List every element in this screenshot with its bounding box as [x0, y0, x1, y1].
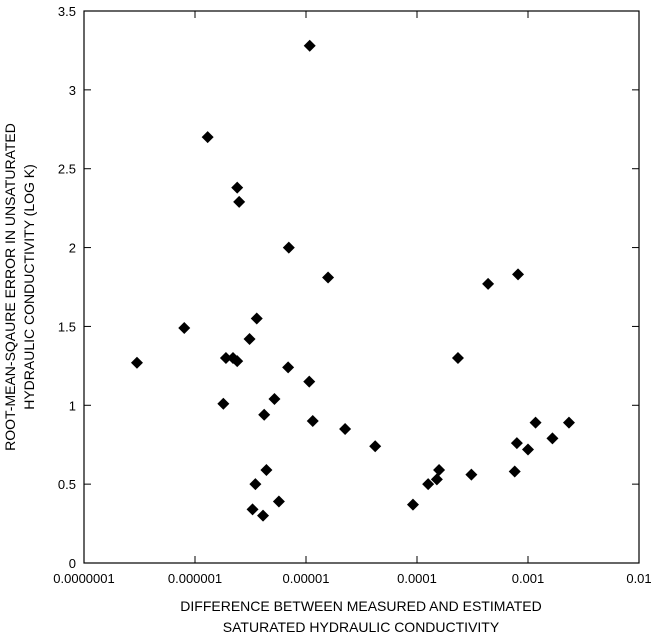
- x-axis-title-line-2: SATURATED HYDRAULIC CONDUCTIVITY: [223, 619, 500, 635]
- data-point-diamond: [510, 437, 523, 450]
- data-point-diamond: [258, 408, 271, 421]
- x-axis-title-line-1: DIFFERENCE BETWEEN MEASURED AND ESTIMATE…: [180, 598, 541, 614]
- data-point-diamond: [508, 465, 521, 478]
- data-point-diamond: [260, 463, 273, 476]
- data-point-diamond: [322, 271, 335, 284]
- y-tick-label: 2.5: [58, 162, 76, 177]
- data-point-diamond: [249, 478, 262, 491]
- data-point-diamond: [430, 473, 443, 486]
- x-tick-label: 0.000001: [168, 571, 222, 586]
- data-point-diamond: [268, 392, 281, 405]
- data-point-diamond: [219, 351, 232, 364]
- data-point-diamond: [465, 468, 478, 481]
- x-tick-label: 0.0001: [397, 571, 437, 586]
- data-point-diamond: [231, 355, 244, 368]
- x-tick-label: 0.001: [512, 571, 545, 586]
- data-point-diamond: [546, 432, 559, 445]
- data-point-diamond: [282, 361, 295, 374]
- y-tick-label: 0: [69, 556, 76, 571]
- data-point-diamond: [369, 440, 382, 453]
- data-point-diamond: [406, 498, 419, 511]
- axis-ticks: [83, 10, 640, 564]
- data-point-diamond: [246, 503, 259, 516]
- data-point-diamond: [231, 181, 244, 194]
- y-tick-label: 0.5: [58, 477, 76, 492]
- x-tick-label: 0.0000001: [53, 571, 114, 586]
- data-point-diamond: [233, 195, 246, 208]
- y-tick-label: 1.5: [58, 319, 76, 334]
- data-point-diamond: [339, 422, 352, 435]
- data-point-diamond: [306, 415, 319, 428]
- data-point-diamond: [243, 333, 256, 346]
- x-tick-label: 0.01: [626, 571, 651, 586]
- data-point-diamond: [201, 131, 214, 144]
- y-tick-label: 3: [69, 83, 76, 98]
- data-point-diamond: [250, 312, 263, 325]
- x-tick-label: 0.00001: [283, 571, 330, 586]
- data-point-diamond: [422, 478, 435, 491]
- data-points: [130, 39, 575, 522]
- data-point-diamond: [303, 375, 316, 388]
- data-point-diamond: [562, 416, 575, 429]
- y-axis-title-line-1: ROOT-MEAN-SQAURE ERROR IN UNSATURATED: [2, 123, 18, 451]
- data-point-diamond: [303, 39, 316, 52]
- y-axis-title-line-2: HYDRAULIC CONDUCTIVITY (LOG K): [21, 164, 37, 410]
- data-point-diamond: [257, 509, 270, 522]
- y-tick-label: 2: [69, 241, 76, 256]
- data-point-diamond: [433, 463, 446, 476]
- plot-frame: [83, 10, 640, 564]
- data-point-diamond: [529, 416, 542, 429]
- data-point-diamond: [522, 443, 534, 456]
- data-point-diamond: [482, 277, 495, 290]
- y-tick-label: 3.5: [58, 4, 76, 19]
- data-point-diamond: [282, 241, 295, 254]
- data-point-diamond: [130, 356, 143, 369]
- data-point-diamond: [178, 322, 191, 335]
- data-point-diamond: [451, 351, 464, 364]
- data-point-diamond: [512, 268, 525, 281]
- y-tick-label: 1: [69, 398, 76, 413]
- data-point-diamond: [217, 397, 230, 410]
- data-point-diamond: [272, 495, 285, 508]
- tick-labels: 0.0000001 0.000001 0.00001 0.0001 0.001 0.01 0…: [53, 4, 651, 586]
